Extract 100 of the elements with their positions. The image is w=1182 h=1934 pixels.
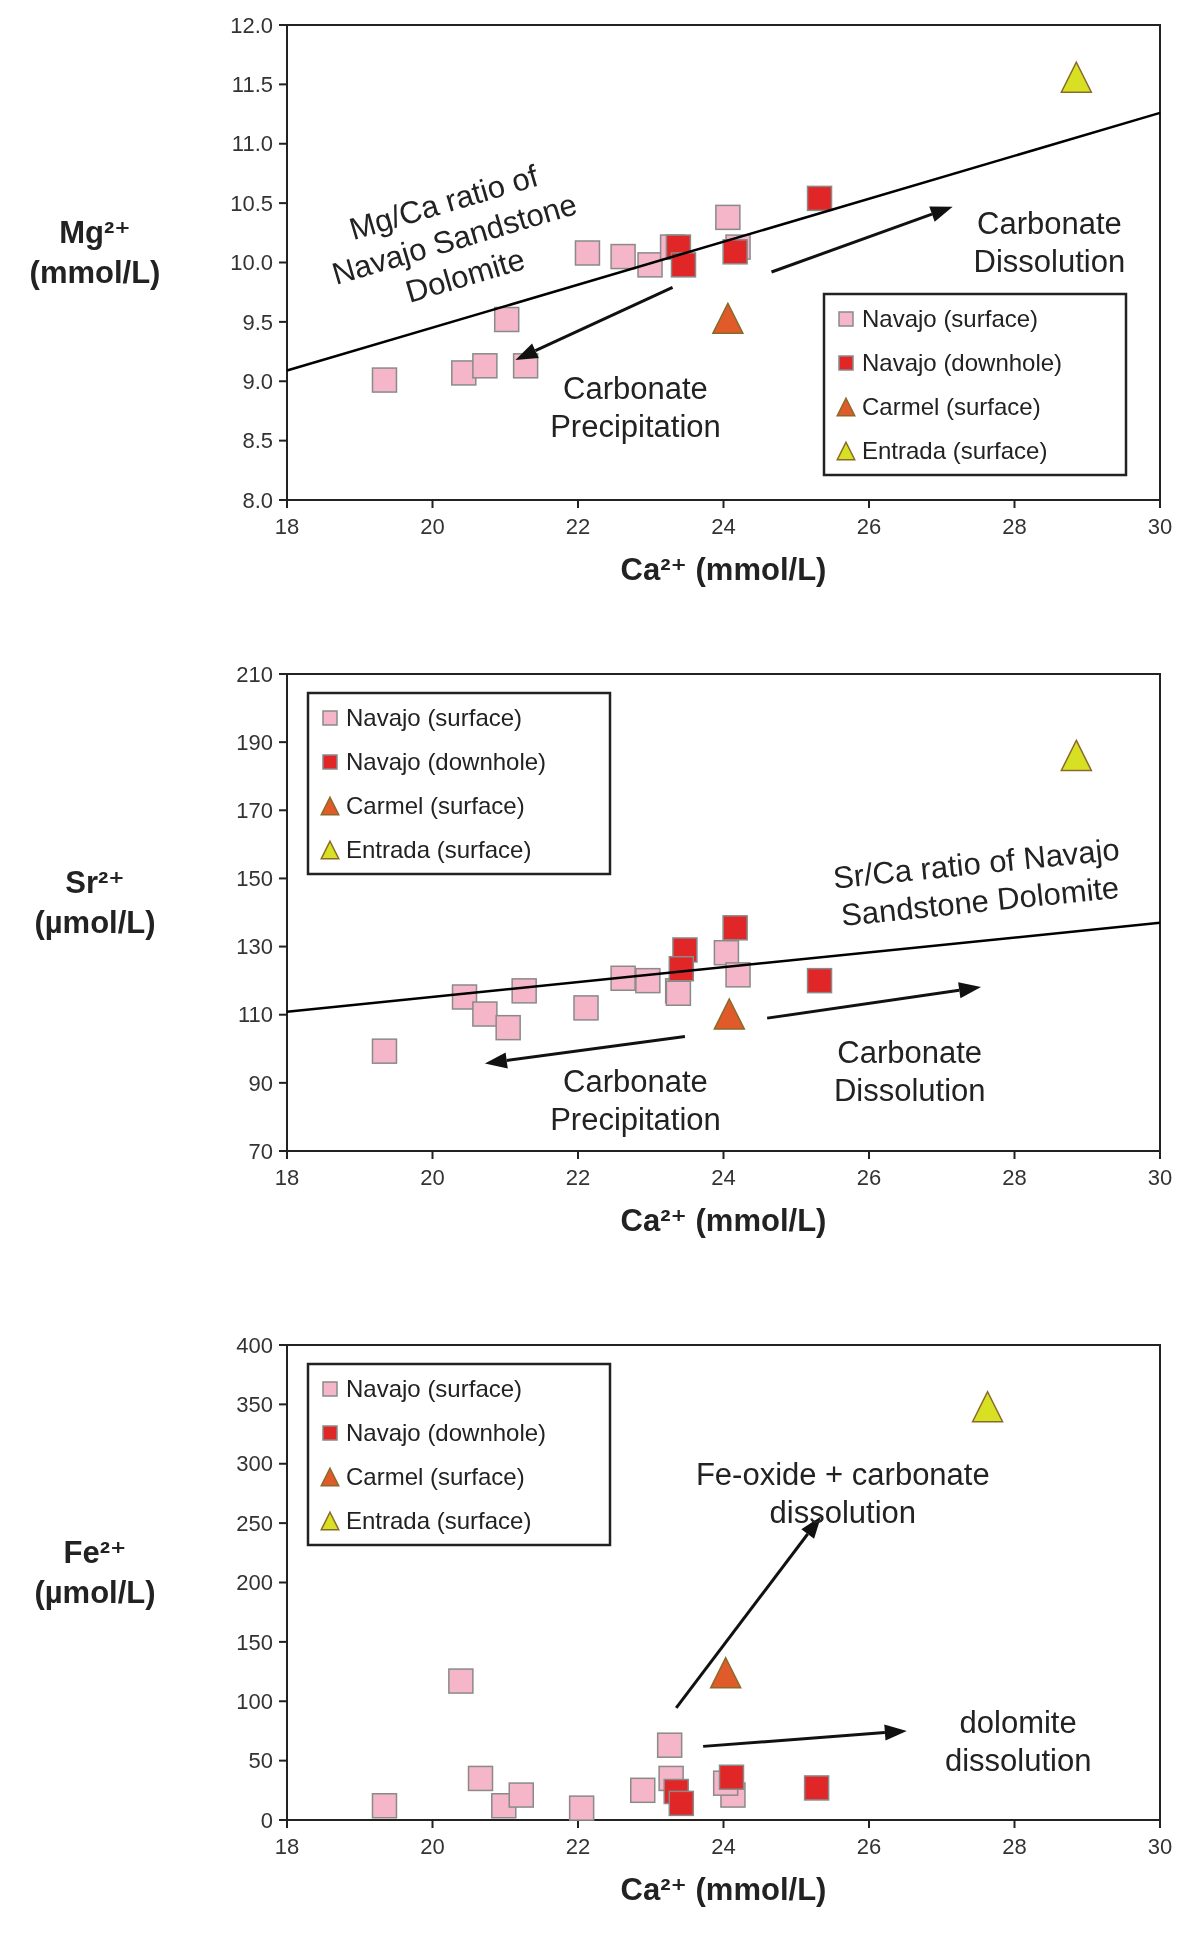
- legend-label: Carmel (surface): [862, 393, 1041, 421]
- y-tick-label: 400: [236, 1332, 273, 1358]
- y-tick-label: 350: [236, 1392, 273, 1418]
- legend-label: Navajo (surface): [862, 305, 1039, 333]
- y-tick-label: 11.5: [231, 72, 273, 98]
- x-axis-title: Ca²⁺ (mmol/L): [620, 1203, 827, 1238]
- point: [574, 240, 601, 266]
- y-axis-title: Fe²⁺ (µmol/L): [34, 1534, 156, 1610]
- legend-label: Entrada (surface): [346, 836, 532, 864]
- y-tick-label: 11.0: [231, 131, 273, 157]
- x-tick-label: 20: [420, 1165, 445, 1190]
- legend-label: Navajo (downhole): [862, 349, 1063, 377]
- y-tick-label: 70: [248, 1138, 273, 1164]
- y-tick-label: 170: [236, 797, 273, 823]
- x-tick-label: 30: [1147, 514, 1173, 539]
- y-tick-label: 8.0: [242, 487, 273, 513]
- legend-label: Carmel (surface): [346, 792, 525, 820]
- y-tick-label: 9.5: [242, 309, 273, 335]
- point: [668, 1790, 695, 1817]
- point: [371, 1793, 398, 1819]
- x-tick-label: 30: [1147, 1834, 1173, 1859]
- legend-label: Navajo (surface): [346, 704, 523, 732]
- point: [610, 243, 636, 270]
- point: [630, 1777, 656, 1804]
- legend-label: Navajo (downhole): [346, 748, 547, 776]
- point: [713, 998, 746, 1030]
- annotation: Carbonate Dissolution: [973, 206, 1126, 280]
- x-tick-label: 20: [420, 514, 445, 539]
- point: [568, 1795, 595, 1821]
- x-tick-label: 28: [1002, 1834, 1027, 1859]
- point: [971, 1391, 1004, 1423]
- point: [709, 1657, 742, 1689]
- x-tick-label: 28: [1002, 1165, 1027, 1190]
- x-tick-label: 18: [274, 1834, 300, 1859]
- point: [656, 1732, 683, 1758]
- annotation: Carbonate Dissolution: [833, 1034, 986, 1108]
- x-tick-label: 18: [274, 1165, 300, 1190]
- point: [472, 1001, 498, 1027]
- x-tick-label: 26: [856, 1165, 882, 1190]
- legend-label: Entrada (surface): [346, 1507, 532, 1535]
- point: [467, 1765, 494, 1792]
- legend-label: Navajo (downhole): [346, 1419, 547, 1447]
- point: [371, 1038, 398, 1064]
- point: [1060, 739, 1093, 772]
- point: [806, 185, 833, 212]
- point: [670, 252, 697, 278]
- legend-label: Carmel (surface): [346, 1463, 525, 1491]
- point: [722, 239, 748, 265]
- y-tick-label: 150: [236, 866, 273, 892]
- x-tick-label: 30: [1147, 1165, 1173, 1190]
- x-axis-title: Ca²⁺ (mmol/L): [620, 1872, 827, 1907]
- y-tick-label: 10.0: [230, 250, 273, 276]
- y-tick-label: 9.0: [242, 368, 273, 394]
- point: [722, 915, 748, 941]
- y-tick-label: 300: [236, 1451, 273, 1477]
- y-tick-label: 0: [260, 1807, 273, 1833]
- y-axis-title: Sr²⁺ (µmol/L): [34, 864, 156, 940]
- annotation: Carbonate Precipitation: [550, 1064, 721, 1138]
- y-tick-label: 200: [236, 1570, 273, 1596]
- x-tick-label: 18: [274, 514, 300, 539]
- x-tick-label: 22: [565, 514, 591, 539]
- annotation: dolomite dissolution: [944, 1705, 1092, 1779]
- point: [1060, 61, 1093, 93]
- y-tick-label: 10.5: [230, 190, 273, 216]
- y-tick-label: 130: [236, 934, 273, 960]
- y-tick-label: 100: [236, 1688, 273, 1714]
- y-tick-label: 250: [236, 1510, 273, 1536]
- x-axis-title: Ca²⁺ (mmol/L): [620, 552, 827, 587]
- y-tick-label: 12.0: [230, 12, 273, 38]
- point: [371, 367, 398, 393]
- point: [712, 302, 744, 335]
- point: [448, 1668, 474, 1694]
- point: [803, 1775, 830, 1801]
- y-tick-label: 150: [236, 1629, 273, 1655]
- annotation: Sr/Ca ratio of Navajo Sandstone Dolomite: [831, 831, 1122, 933]
- x-tick-label: 22: [565, 1165, 591, 1190]
- point: [493, 306, 520, 333]
- y-tick-label: 190: [236, 729, 273, 755]
- y-tick-label: 110: [237, 1002, 273, 1028]
- legend-label: Entrada (surface): [862, 437, 1048, 465]
- x-tick-label: 24: [711, 1165, 736, 1190]
- y-axis-title: Mg²⁺ (mmol/L): [29, 214, 161, 290]
- x-tick-label: 20: [420, 1834, 445, 1859]
- y-tick-label: 90: [248, 1070, 273, 1096]
- point: [508, 1782, 535, 1808]
- x-tick-label: 26: [856, 514, 882, 539]
- x-tick-label: 28: [1002, 514, 1027, 539]
- point: [806, 967, 833, 994]
- x-tick-label: 24: [711, 1834, 736, 1859]
- annotation: Carbonate Precipitation: [550, 371, 721, 445]
- x-tick-label: 26: [856, 1834, 882, 1859]
- point: [715, 204, 741, 231]
- point: [718, 1764, 745, 1790]
- point: [573, 995, 599, 1021]
- y-tick-label: 8.5: [242, 428, 273, 454]
- y-tick-label: 50: [248, 1748, 273, 1774]
- annotation: Fe-oxide + carbonate dissolution: [695, 1457, 990, 1531]
- x-tick-label: 22: [565, 1834, 591, 1859]
- x-tick-label: 24: [711, 514, 736, 539]
- point: [495, 1014, 521, 1041]
